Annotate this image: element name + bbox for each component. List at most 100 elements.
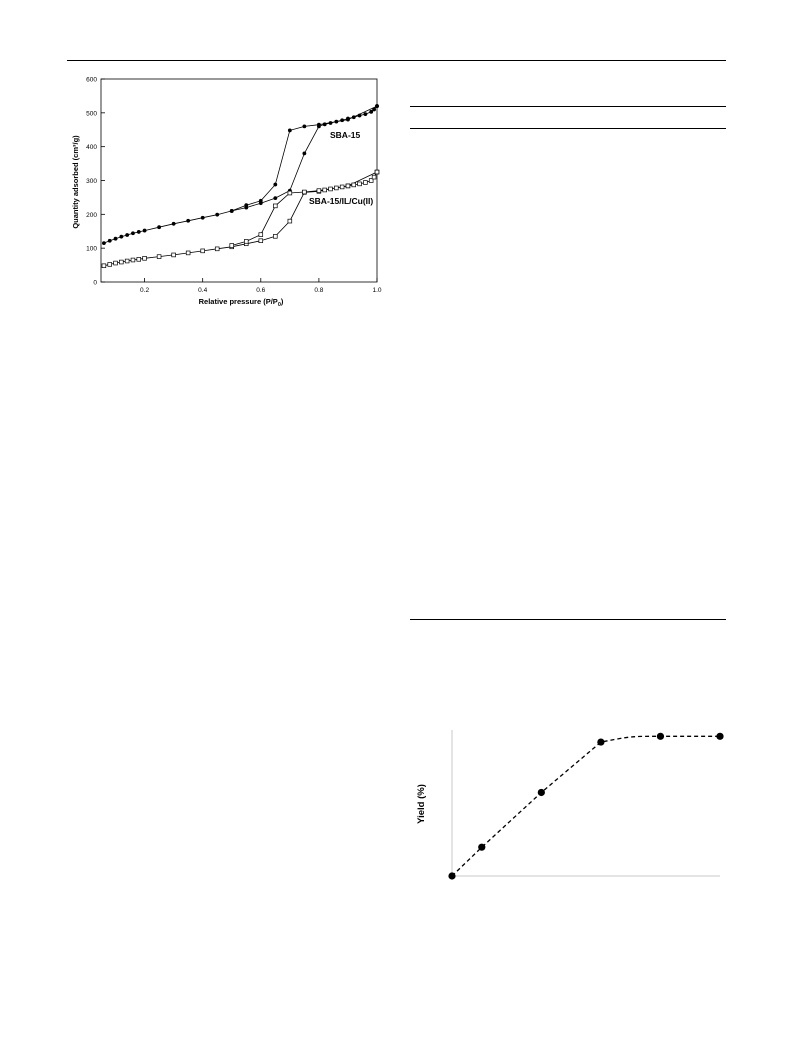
point-sba15 [171, 221, 176, 226]
point-sba15-il-cu [142, 256, 147, 261]
plot-frame [100, 78, 378, 283]
yield-dashed-line [451, 735, 720, 877]
table-bottom-rule [410, 619, 726, 620]
x-tick-label: 0.8 [314, 287, 323, 294]
point-sba15 [372, 107, 376, 112]
x-tick-label: 1.0 [372, 287, 381, 294]
x-tick-label: 0.2 [140, 287, 149, 294]
point-sba15-il-cu [287, 190, 293, 196]
point-sba15-il-cu [328, 186, 333, 192]
yield-point [537, 788, 545, 797]
point-sba15-il-cu [119, 259, 124, 265]
point-sba15 [131, 231, 135, 236]
point-sba15 [244, 203, 249, 208]
point-sba15-il-cu [345, 183, 351, 189]
annotation-sba15: SBA-15 [330, 130, 361, 140]
point-sba15-il-cu [171, 252, 176, 258]
point-sba15-il-cu [316, 188, 322, 193]
point-sba15 [215, 212, 220, 217]
point-sba15-il-cu [185, 250, 191, 256]
y-tick-label: 600 [86, 77, 97, 84]
point-sba15-il-cu [258, 232, 264, 237]
yield-point [716, 732, 724, 740]
point-sba15 [302, 151, 307, 156]
point-sba15-il-cu [287, 218, 293, 224]
point-sba15-il-cu [258, 238, 264, 243]
point-sba15-il-cu [273, 203, 278, 209]
point-sba15 [322, 122, 327, 127]
y-tick-label: 500 [86, 110, 97, 117]
point-sba15-il-cu [229, 243, 234, 248]
table-header-rule [410, 128, 726, 129]
yield-point [597, 738, 605, 746]
y-tick-label: 200 [86, 212, 97, 219]
point-sba15-il-cu [200, 248, 205, 254]
point-sba15-il-cu [130, 257, 136, 263]
point-sba15 [340, 118, 345, 123]
point-sba15 [316, 122, 321, 127]
isotherm-chart: 0 100 200 300 400 500 600 0.2 0.4 0.6 0.8 1.0 Quan… [71, 77, 382, 309]
point-sba15 [351, 115, 356, 120]
point-sba15-il-cu [113, 260, 118, 266]
y-tick-label: 300 [86, 178, 97, 185]
point-sba15-il-cu [107, 262, 112, 267]
point-sba15-il-cu [371, 174, 377, 180]
yield-markers [448, 732, 724, 880]
x-axis: 0.2 0.4 0.6 0.8 1.0 [140, 278, 382, 294]
point-sba15 [102, 241, 106, 245]
point-sba15 [125, 233, 130, 237]
y-tick-label: 100 [86, 246, 97, 253]
point-sba15 [328, 121, 333, 125]
point-sba15 [369, 109, 374, 114]
point-sba15 [357, 113, 362, 118]
point-sba15 [258, 198, 263, 203]
point-sba15 [157, 225, 162, 230]
annotation-sba15-il-cu: SBA-15/IL/Cu(II) [309, 196, 373, 206]
point-sba15 [142, 228, 147, 233]
series-sba15-adsorption-line [103, 105, 378, 244]
point-sba15 [229, 209, 234, 213]
point-sba15-il-cu [156, 254, 162, 259]
y-tick-label: 400 [86, 144, 97, 151]
yield-chart: Yield (%) [416, 730, 724, 880]
page-header-rule [67, 60, 726, 61]
point-sba15-il-cu [124, 258, 130, 264]
point-sba15 [200, 215, 205, 220]
yield-point [656, 732, 665, 740]
table-top-rule [410, 106, 726, 107]
point-sba15-il-cu [368, 178, 374, 183]
point-sba15 [375, 104, 379, 108]
point-sba15-il-cu [339, 184, 345, 190]
y-axis: 0 100 200 300 400 500 600 [86, 77, 105, 287]
yield-point [478, 843, 486, 851]
point-sba15-il-cu [214, 246, 220, 252]
x-tick-label: 0.4 [198, 287, 207, 294]
yield-y-axis-label: Yield (%) [416, 784, 427, 824]
point-sba15-il-cu [101, 263, 107, 269]
point-sba15 [113, 236, 118, 241]
point-sba15-il-cu [322, 187, 327, 193]
point-sba15 [107, 238, 112, 243]
point-sba15-il-cu [357, 181, 362, 187]
isotherm-markers [101, 104, 380, 269]
point-sba15 [186, 218, 191, 223]
x-tick-label: 0.6 [256, 287, 265, 294]
point-sba15 [287, 128, 292, 133]
x-axis-label: Relative pressure (P/P0) [199, 297, 284, 308]
point-sba15 [346, 117, 350, 122]
x-axis-label-main: Relative pressure (P/P [199, 297, 278, 306]
point-sba15 [273, 196, 278, 200]
point-sba15 [334, 119, 339, 124]
point-sba15-il-cu [244, 239, 249, 244]
y-axis-label: Quantity adsorbed (cm³/g) [71, 135, 80, 229]
yield-point [448, 872, 456, 880]
point-sba15-il-cu [351, 182, 357, 188]
point-sba15-il-cu [374, 169, 380, 175]
point-sba15-il-cu [363, 180, 368, 185]
x-axis-label-close: ) [281, 297, 284, 306]
point-sba15 [273, 182, 278, 187]
point-sba15 [302, 124, 307, 129]
point-sba15 [363, 112, 368, 117]
point-sba15-il-cu [334, 185, 339, 191]
x-axis-label-subscript: 0 [278, 302, 281, 308]
